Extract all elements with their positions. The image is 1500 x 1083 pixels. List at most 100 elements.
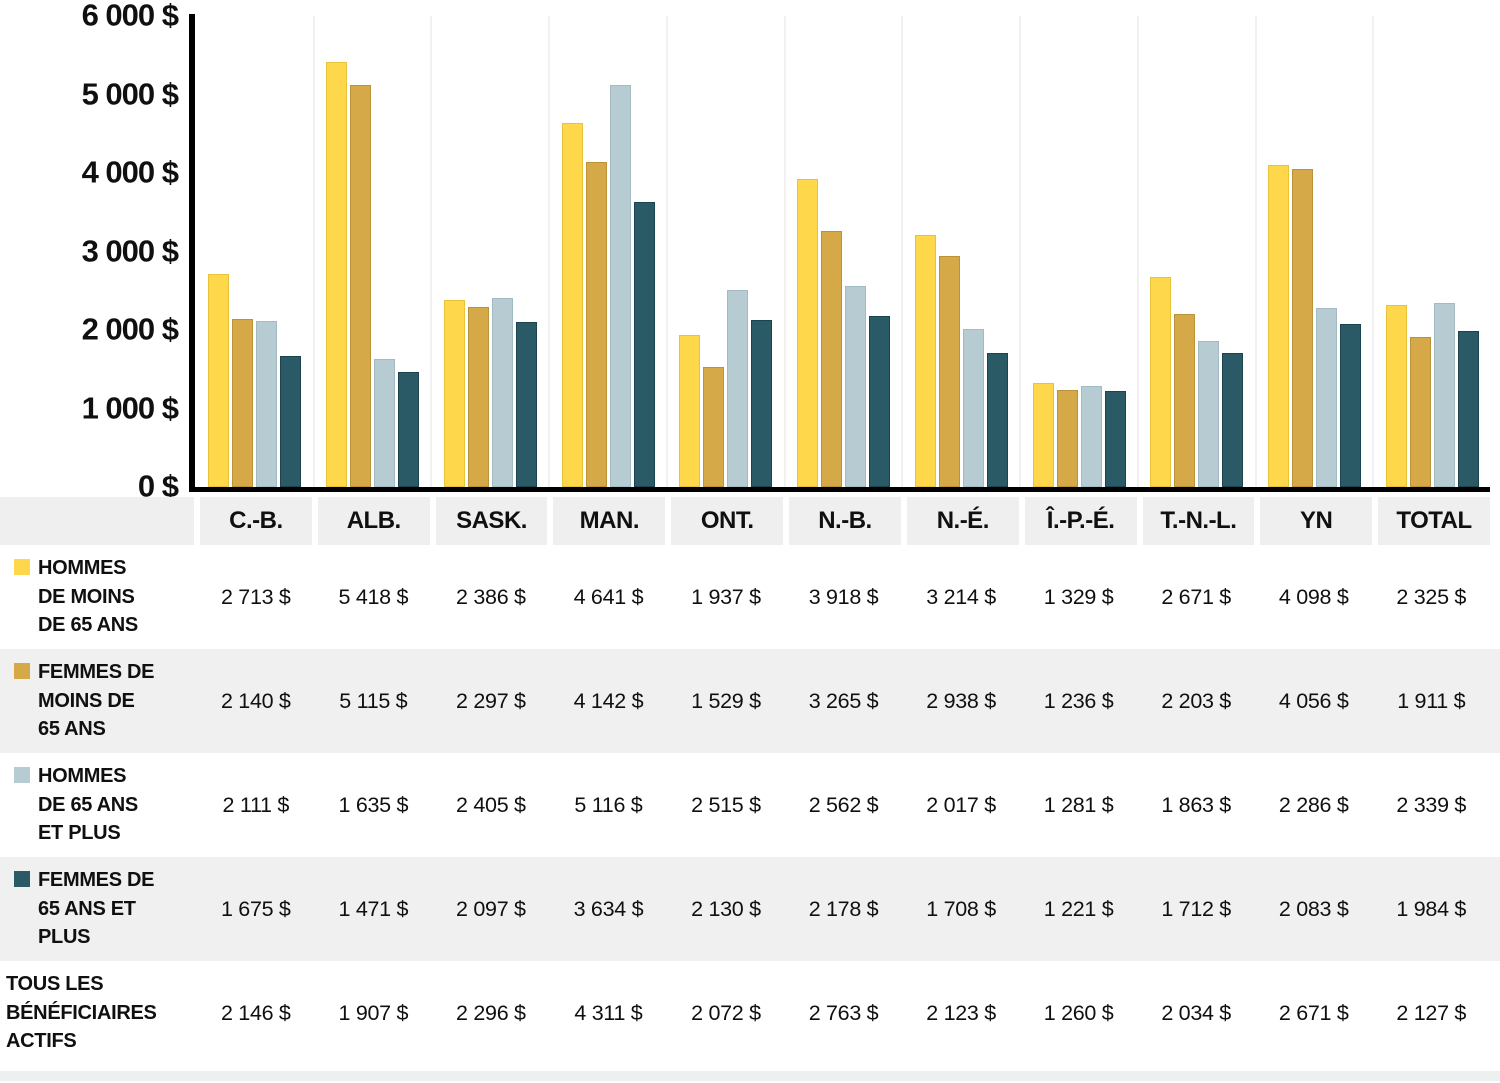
value-cell: 2 325 $ xyxy=(1396,584,1467,609)
table-corner-cell xyxy=(0,497,197,545)
y-axis-tick-label: 4 000 $ xyxy=(81,154,179,190)
bar-hommes-moins-65 xyxy=(1032,382,1054,487)
bar-hommes-moins-65 xyxy=(797,179,819,487)
table-row-femmes-moins-65: FEMMES DE MOINS DE 65 ANS 2 140 $ 5 115 $ 2… xyxy=(0,649,1500,753)
value-cell: 3 634 $ xyxy=(573,896,644,921)
column-header-n-: N.-É. xyxy=(903,497,1022,545)
bar-femmes-moins-65 xyxy=(1409,337,1431,487)
value-cell: 5 116 $ xyxy=(574,792,643,817)
data-table: C.-B. ALB. SASK. MAN. ONT. N.-B. N.-É. Î.-P.-É.… xyxy=(0,497,1500,1065)
y-axis-tick-label: 3 000 $ xyxy=(81,232,179,268)
bar-hommes-moins-65 xyxy=(679,334,701,487)
bar-femmes-65-plus xyxy=(1457,331,1479,487)
bar-hommes-65-plus xyxy=(1315,307,1337,487)
value-cell: 5 115 $ xyxy=(339,688,408,713)
y-axis-tick-label: 5 000 $ xyxy=(81,75,179,111)
legend-swatch-icon xyxy=(14,767,30,784)
column-header-c-b-: C.-B. xyxy=(197,497,315,545)
y-axis-tick-label: 6 000 $ xyxy=(81,0,179,33)
value-cell: 1 712 $ xyxy=(1161,896,1231,921)
bar-femmes-65-plus xyxy=(1222,352,1244,487)
value-cell: 2 515 $ xyxy=(691,792,761,817)
legend-swatch-icon xyxy=(14,559,30,576)
row-label: FEMMES DE 65 ANS ET PLUS xyxy=(38,869,155,949)
value-cell: 2 671 $ xyxy=(1161,584,1231,609)
row-label-cell: HOMMES DE 65 ANS ET PLUS xyxy=(0,762,197,847)
value-cell: 4 311 $ xyxy=(574,1000,643,1025)
row-label-cell: TOUS LES BÉNÉFICIAIRES ACTIFS xyxy=(0,970,197,1055)
bar-femmes-moins-65 xyxy=(703,366,725,487)
value-cell: 1 708 $ xyxy=(926,896,996,921)
value-cell: 1 635 $ xyxy=(338,792,409,817)
bar-femmes-65-plus xyxy=(633,201,655,487)
bar-hommes-65-plus xyxy=(491,298,513,487)
value-cell: 2 562 $ xyxy=(808,792,879,817)
bar-hommes-65-plus xyxy=(609,85,631,487)
value-cell: 2 034 $ xyxy=(1161,1000,1231,1025)
bar-femmes-moins-65 xyxy=(232,319,254,487)
bar-femmes-65-plus xyxy=(398,371,420,487)
bar-hommes-moins-65 xyxy=(1267,165,1289,487)
bar-group-n- xyxy=(903,16,1022,487)
y-axis-tick-label: 2 000 $ xyxy=(81,311,179,347)
value-cell: 2 386 $ xyxy=(456,584,526,609)
value-cell: 2 297 $ xyxy=(456,688,526,713)
value-cell: 4 056 $ xyxy=(1278,688,1349,713)
bar-group-alb- xyxy=(315,16,433,487)
value-cell: 1 221 $ xyxy=(1043,896,1114,921)
value-cell: 2 713 $ xyxy=(220,584,291,609)
value-cell: 2 671 $ xyxy=(1278,1000,1349,1025)
bar-femmes-65-plus xyxy=(515,322,537,487)
bar-group-t-n-l- xyxy=(1139,16,1257,487)
bar-hommes-65-plus xyxy=(962,328,984,487)
bar-hommes-moins-65 xyxy=(1385,304,1407,487)
value-cell: 1 329 $ xyxy=(1043,584,1114,609)
value-cell: 2 130 $ xyxy=(691,896,761,921)
value-cell: 3 918 $ xyxy=(808,584,879,609)
table-row-tous-beneficiaires-actifs: TOUS LES BÉNÉFICIAIRES ACTIFS 2 146 $ 1 90… xyxy=(0,961,1500,1065)
value-cell: 2 140 $ xyxy=(220,688,291,713)
bar-hommes-65-plus xyxy=(1198,340,1220,487)
legend-swatch-icon xyxy=(14,871,30,888)
column-header-alb-: ALB. xyxy=(314,497,433,545)
bar-hommes-moins-65 xyxy=(443,299,465,487)
bar-group-n-b- xyxy=(786,16,904,487)
table-header-row: C.-B. ALB. SASK. MAN. ONT. N.-B. N.-É. Î.-P.-É.… xyxy=(0,497,1490,545)
bar-femmes-moins-65 xyxy=(350,85,372,487)
bar-group-man- xyxy=(550,16,668,487)
bar-hommes-65-plus xyxy=(256,321,278,487)
table-row-hommes-moins-65: HOMMES DE MOINS DE 65 ANS 2 713 $ 5 418 $ 2… xyxy=(0,545,1500,649)
bar-femmes-65-plus xyxy=(869,316,891,487)
value-cell: 1 281 $ xyxy=(1043,792,1114,817)
value-cell: 1 937 $ xyxy=(691,584,761,609)
value-cell: 4 641 $ xyxy=(573,584,644,609)
legend-swatch-icon xyxy=(14,663,30,680)
value-cell: 1 984 $ xyxy=(1396,896,1467,921)
value-cell: 4 098 $ xyxy=(1278,584,1349,609)
column-header-total: TOTAL xyxy=(1375,497,1490,545)
value-cell: 2 339 $ xyxy=(1396,792,1467,817)
value-cell: 2 763 $ xyxy=(808,1000,879,1025)
value-cell: 1 863 $ xyxy=(1161,792,1231,817)
bar-femmes-moins-65 xyxy=(1291,168,1313,487)
value-cell: 2 072 $ xyxy=(691,1000,761,1025)
value-cell: 1 907 $ xyxy=(338,1000,409,1025)
bar-hommes-moins-65 xyxy=(326,61,348,487)
bar-femmes-moins-65 xyxy=(1056,389,1078,487)
y-axis-line xyxy=(189,14,195,492)
bar-hommes-65-plus xyxy=(374,358,396,487)
column-header-n-b-: N.-B. xyxy=(786,497,904,545)
bar-hommes-moins-65 xyxy=(561,122,583,487)
value-cell: 2 405 $ xyxy=(456,792,526,817)
bar-hommes-moins-65 xyxy=(1150,277,1172,487)
bar-group-total xyxy=(1374,16,1490,487)
table-row-hommes-65-plus: HOMMES DE 65 ANS ET PLUS 2 111 $ 1 635 $ 2 … xyxy=(0,753,1500,857)
bar-hommes-65-plus xyxy=(1433,303,1455,487)
y-axis-tick-label: 1 000 $ xyxy=(81,389,179,425)
bar-hommes-moins-65 xyxy=(208,274,230,487)
bar-group-ont- xyxy=(668,16,786,487)
bar-group-sask- xyxy=(432,16,551,487)
bar-femmes-moins-65 xyxy=(1174,314,1196,487)
bar-femmes-65-plus xyxy=(1104,391,1126,487)
